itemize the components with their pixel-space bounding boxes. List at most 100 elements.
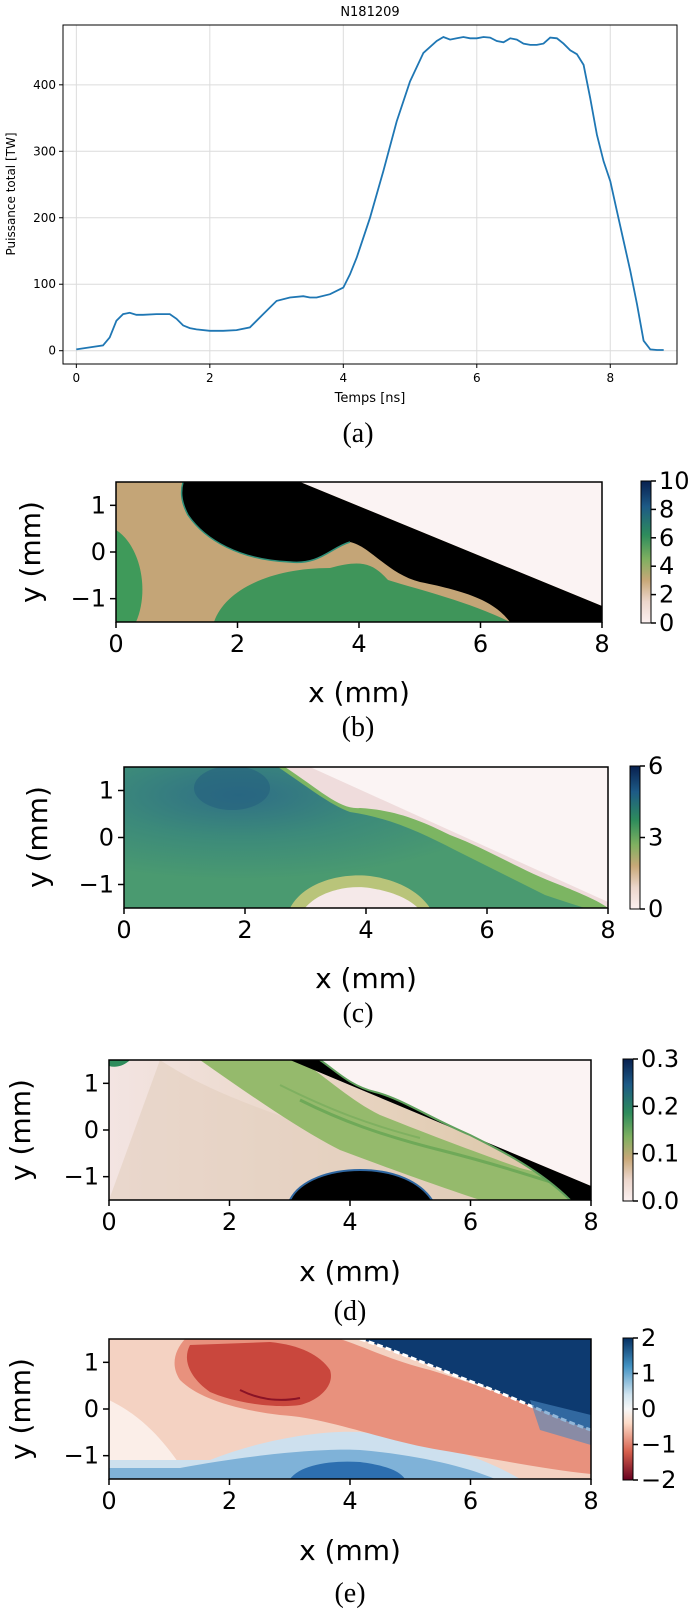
panel-d-xtick-label: 0: [101, 1208, 116, 1236]
panel-b-cbtick-label: 0: [659, 609, 674, 637]
panel-b-cbtick-label: 8: [659, 495, 674, 523]
panel-c-y-ticks: 1 0 −1: [79, 777, 124, 899]
panel-d-cbtick-label: 0.2: [641, 1092, 679, 1120]
panel-e-ytick-label: 1: [84, 1348, 99, 1376]
panel-d-x-ticks: 0 2 4 6 8: [101, 1200, 599, 1236]
panel-b-y-ticks: 1 0 −1: [71, 491, 116, 613]
panel-e-y-ticks: 1 0 −1: [64, 1348, 109, 1470]
panel-a-ylabel: Puissance total [TW]: [4, 132, 18, 255]
panel-a-ytick-label: 100: [33, 277, 56, 291]
panel-a-x-ticks: 0 2 4 6 8: [73, 364, 614, 385]
panel-e-cbtick-label: −2: [641, 1466, 676, 1494]
panel-a-plot-frame: [62, 24, 678, 365]
panel-d-cbtick-label: 0.3: [641, 1045, 679, 1073]
panel-a: N181209 0 2 4 6 8 0 100 200 300 400 Temps [ns] P…: [4, 5, 678, 449]
panel-d-xtick-label: 2: [222, 1208, 237, 1236]
panel-b-heatmap-image: [116, 482, 602, 622]
panel-c-ytick-label: −1: [79, 871, 114, 899]
panel-d-caption: (d): [334, 1296, 367, 1327]
panel-d-colorbar-ticks: 0.3 0.2 0.1 0.0: [633, 1045, 679, 1215]
panel-a-xtick-label: 8: [606, 371, 614, 385]
panel-c-colorbar: [629, 765, 641, 910]
panel-a-ytick-label: 300: [33, 144, 56, 158]
panel-e-x-ticks: 0 2 4 6 8: [101, 1479, 599, 1515]
panel-b-cbtick-label: 6: [659, 524, 674, 552]
panel-e-xtick-label: 2: [222, 1487, 237, 1515]
panel-a-xtick-label: 0: [73, 371, 81, 385]
panel-e-caption: (e): [334, 1578, 365, 1609]
panel-e-xtick-label: 0: [101, 1487, 116, 1515]
panel-c-xtick-label: 6: [479, 916, 494, 944]
panel-e-xlabel: x (mm): [299, 1534, 401, 1567]
panel-c-xlabel: x (mm): [315, 962, 417, 995]
panel-a-xtick-label: 4: [339, 371, 347, 385]
panel-b-xtick-label: 6: [473, 630, 488, 658]
panel-b-x-ticks: 0 2 4 6 8: [108, 622, 610, 658]
panel-c-x-ticks: 0 2 4 6 8: [116, 908, 616, 944]
panel-b-ytick-label: 1: [91, 491, 106, 519]
panel-a-ytick-label: 0: [48, 344, 56, 358]
panel-c-cbtick-label: 0: [648, 895, 663, 923]
panel-c-ytick-label: 1: [99, 777, 114, 805]
panel-b-colorbar: [640, 480, 652, 624]
panel-b-cbtick-label: 2: [659, 581, 674, 609]
panel-e-cbtick-label: 0: [641, 1395, 656, 1423]
panel-a-ytick-label: 200: [33, 211, 56, 225]
panel-d-y-ticks: 1 0 −1: [64, 1069, 109, 1191]
panel-e-cbtick-label: 2: [641, 1324, 656, 1352]
panel-c-ylabel: y (mm): [21, 786, 54, 888]
panel-a-xtick-label: 6: [473, 371, 481, 385]
panel-b-ytick-label: 0: [91, 538, 106, 566]
panel-d-heatmap-image: [109, 1060, 591, 1200]
panel-c-colorbar-ticks: 6 3 0: [640, 752, 663, 923]
panel-d-ytick-label: 0: [84, 1116, 99, 1144]
panel-b-xtick-label: 0: [108, 630, 123, 658]
panel-d-xtick-label: 4: [342, 1208, 357, 1236]
panel-c-heatmap-image: [124, 767, 608, 908]
panel-c-cbtick-label: 6: [648, 752, 663, 780]
panel-e-cbtick-label: 1: [641, 1360, 656, 1388]
panel-a-y-ticks: 0 100 200 300 400: [33, 78, 63, 358]
panel-b-ytick-label: −1: [71, 585, 106, 613]
panel-a-xlabel: Temps [ns]: [334, 391, 406, 406]
panel-e-cbtick-label: −1: [641, 1431, 676, 1459]
panel-d-cbtick-label: 0.0: [641, 1187, 679, 1215]
panel-c-xtick-label: 2: [237, 916, 252, 944]
panel-a-caption: (a): [342, 418, 373, 449]
panel-b-xtick-label: 4: [351, 630, 366, 658]
panel-d-xtick-label: 6: [463, 1208, 478, 1236]
panel-e-xtick-label: 4: [342, 1487, 357, 1515]
panel-a-power-line: [76, 36, 664, 351]
panel-b-xtick-label: 2: [230, 630, 245, 658]
panel-c-xtick-label: 4: [358, 916, 373, 944]
panel-d-cbtick-label: 0.1: [641, 1140, 679, 1168]
panel-c-cbtick-label: 3: [648, 824, 663, 852]
panel-e-ylabel: y (mm): [4, 1358, 37, 1460]
panel-d-xtick-label: 8: [583, 1208, 598, 1236]
panel-b-ylabel: y (mm): [14, 501, 47, 603]
panel-e-colorbar-ticks: 2 1 0 −1 −2: [633, 1324, 676, 1494]
panel-b-caption: (b): [342, 712, 375, 743]
panel-a-xtick-label: 2: [206, 371, 214, 385]
panel-c-ytick-label: 0: [99, 824, 114, 852]
panel-c-caption: (c): [342, 998, 373, 1029]
panel-e-colorbar: [622, 1337, 634, 1481]
panel-a-grid: [63, 25, 677, 364]
panel-e-ytick-label: 0: [84, 1395, 99, 1423]
panel-e-heatmap-image: [109, 1339, 591, 1479]
panel-d-ytick-label: 1: [84, 1069, 99, 1097]
panel-b-cbtick-label: 4: [659, 552, 674, 580]
panel-e-ytick-label: −1: [64, 1442, 99, 1470]
panel-a-ytick-label: 400: [33, 78, 56, 92]
panel-a-title: N181209: [340, 5, 399, 20]
panel-e-xtick-label: 8: [583, 1487, 598, 1515]
panel-b-xtick-label: 8: [594, 630, 609, 658]
panel-b-xlabel: x (mm): [308, 676, 410, 709]
panel-b-cbtick-label: 10: [659, 467, 690, 495]
panel-e-xtick-label: 6: [463, 1487, 478, 1515]
